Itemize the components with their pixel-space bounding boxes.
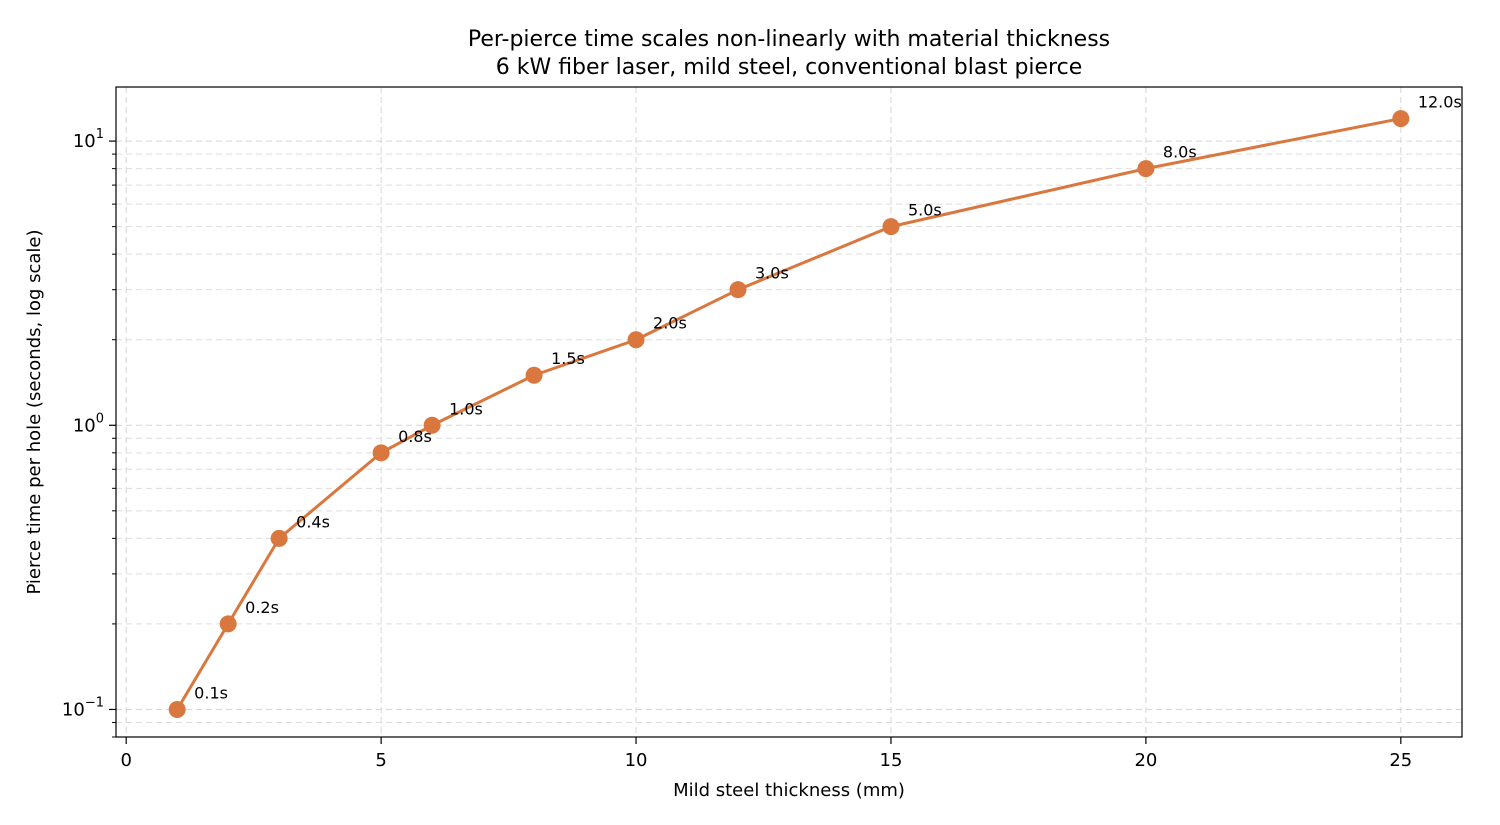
data-label: 0.2s: [245, 598, 279, 617]
data-label: 5.0s: [908, 201, 942, 220]
data-point: [882, 218, 900, 236]
data-label: 12.0s: [1418, 93, 1462, 112]
chart-subtitle: 6 kW fiber laser, mild steel, convention…: [496, 55, 1083, 80]
data-point: [1137, 160, 1155, 178]
data-point: [372, 444, 390, 462]
chart-title: Per-pierce time scales non-linearly with…: [468, 27, 1110, 52]
plot-frame: [115, 86, 1463, 738]
data-point: [525, 366, 543, 384]
data-point: [219, 615, 237, 633]
data-series: [168, 110, 1410, 718]
data-label: 0.4s: [296, 512, 330, 531]
data-label: 0.1s: [194, 683, 228, 702]
data-point: [423, 416, 441, 434]
x-tick-label: 15: [880, 750, 903, 771]
data-label: 1.5s: [551, 349, 585, 368]
data-point: [270, 529, 288, 547]
data-label: 1.0s: [449, 399, 483, 418]
data-point: [627, 331, 645, 349]
x-tick-label: 10: [625, 750, 648, 771]
data-point: [168, 700, 186, 718]
data-label: 3.0s: [755, 264, 789, 283]
x-tick-label: 25: [1389, 750, 1412, 771]
grid-lines: [116, 87, 1462, 738]
x-tick-label: 0: [120, 750, 131, 771]
y-tick-label: 10−1: [62, 695, 104, 720]
data-label: 0.8s: [398, 427, 432, 446]
axis-ticks: 10−1 100 101 0 5 10 15 20 25: [62, 127, 1412, 771]
data-label: 2.0s: [653, 314, 687, 333]
x-axis-label: Mild steel thickness (mm): [673, 780, 905, 801]
data-point: [1392, 110, 1410, 128]
x-tick-label: 20: [1134, 750, 1157, 771]
data-labels: 0.1s 0.2s 0.4s 0.8s 1.0s 1.5s 2.0s 3.0s 5.0s 8.0s…: [194, 93, 1462, 703]
y-tick-label: 100: [73, 411, 104, 436]
y-tick-label: 101: [73, 127, 104, 152]
data-label: 8.0s: [1163, 143, 1197, 162]
data-point: [729, 281, 747, 299]
y-axis-label: Pierce time per hole (seconds, log scale…: [24, 229, 45, 594]
x-tick-label: 5: [375, 750, 386, 771]
